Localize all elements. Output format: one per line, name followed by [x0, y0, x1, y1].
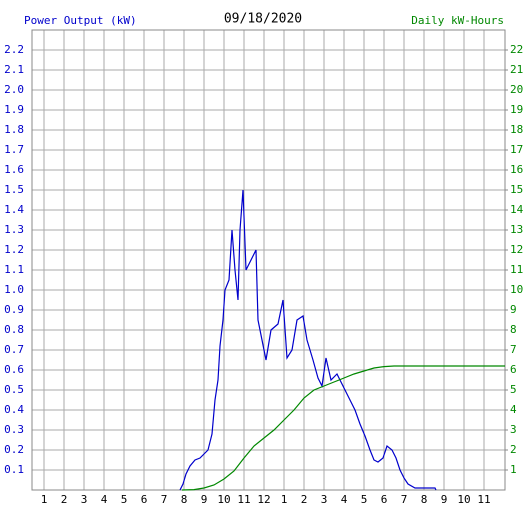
y-axis-title: Power Output (kW)	[24, 14, 137, 27]
y-tick-label: 0.2	[4, 443, 24, 456]
y2-tick-label: 4	[510, 403, 517, 416]
y2-tick-label: 13	[510, 223, 523, 236]
series-line	[179, 189, 437, 491]
x-tick-label: 1	[41, 493, 48, 506]
y2-tick-label: 21	[510, 63, 523, 76]
y2-tick-label: 14	[510, 203, 524, 216]
y2-tick-label: 8	[510, 323, 517, 336]
y-tick-label: 2.0	[4, 83, 24, 96]
x-tick-label: 5	[361, 493, 368, 506]
y-tick-label: 2.2	[4, 43, 24, 56]
y2-tick-label: 9	[510, 303, 517, 316]
y2-tick-label: 22	[510, 43, 523, 56]
y2-tick-label: 5	[510, 383, 517, 396]
y-tick-label: 1.4	[4, 203, 24, 216]
y-tick-label: 1.5	[4, 183, 24, 196]
x-tick-label: 9	[441, 493, 448, 506]
y-tick-label: 0.1	[4, 463, 24, 476]
y2-tick-label: 17	[510, 143, 523, 156]
y2-tick-label: 20	[510, 83, 523, 96]
y-tick-label: 1.0	[4, 283, 24, 296]
y-tick-label: 1.7	[4, 143, 24, 156]
series-line	[181, 365, 505, 491]
x-tick-label: 11	[477, 493, 490, 506]
chart-title: 09/18/2020	[224, 12, 302, 27]
y-tick-label: 1.6	[4, 163, 24, 176]
x-tick-label: 2	[61, 493, 68, 506]
x-tick-label: 4	[341, 493, 348, 506]
y2-tick-label: 19	[510, 103, 523, 116]
y2-tick-label: 12	[510, 243, 523, 256]
x-tick-label: 5	[121, 493, 128, 506]
y2-tick-label: 2	[510, 443, 517, 456]
x-tick-label: 4	[101, 493, 108, 506]
y-tick-label: 0.7	[4, 343, 24, 356]
y2-tick-label: 6	[510, 363, 517, 376]
y2-tick-label: 10	[510, 283, 523, 296]
y-tick-label: 1.9	[4, 103, 24, 116]
x-tick-label: 3	[321, 493, 328, 506]
x-tick-label: 9	[201, 493, 208, 506]
x-tick-label: 7	[161, 493, 168, 506]
x-tick-label: 8	[421, 493, 428, 506]
x-tick-label: 12	[257, 493, 270, 506]
y-tick-label: 0.3	[4, 423, 24, 436]
x-tick-label: 7	[401, 493, 408, 506]
x-tick-label: 6	[381, 493, 388, 506]
x-tick-label: 8	[181, 493, 188, 506]
y-tick-label: 0.5	[4, 383, 24, 396]
y-tick-label: 1.8	[4, 123, 24, 136]
y2-tick-label: 11	[510, 263, 523, 276]
x-tick-label: 3	[81, 493, 88, 506]
y2-tick-label: 15	[510, 183, 523, 196]
x-tick-label: 6	[141, 493, 148, 506]
y2-tick-label: 1	[510, 463, 517, 476]
y2-tick-label: 3	[510, 423, 517, 436]
y-tick-label: 0.6	[4, 363, 24, 376]
y2-tick-label: 18	[510, 123, 523, 136]
y-tick-label: 1.3	[4, 223, 24, 236]
y2-tick-label: 7	[510, 343, 517, 356]
y-tick-label: 1.1	[4, 263, 24, 276]
x-tick-label: 2	[301, 493, 308, 506]
y-tick-label: 0.8	[4, 323, 24, 336]
y2-tick-label: 16	[510, 163, 523, 176]
y2-axis-title: Daily kW-Hours	[411, 14, 504, 27]
y-tick-label: 0.9	[4, 303, 24, 316]
y-tick-label: 2.1	[4, 63, 24, 76]
x-tick-label: 11	[237, 493, 250, 506]
x-tick-label: 1	[281, 493, 288, 506]
x-tick-label: 10	[217, 493, 230, 506]
y-tick-label: 0.4	[4, 403, 24, 416]
x-tick-label: 10	[457, 493, 470, 506]
plot-border	[31, 29, 506, 491]
y-tick-label: 1.2	[4, 243, 24, 256]
